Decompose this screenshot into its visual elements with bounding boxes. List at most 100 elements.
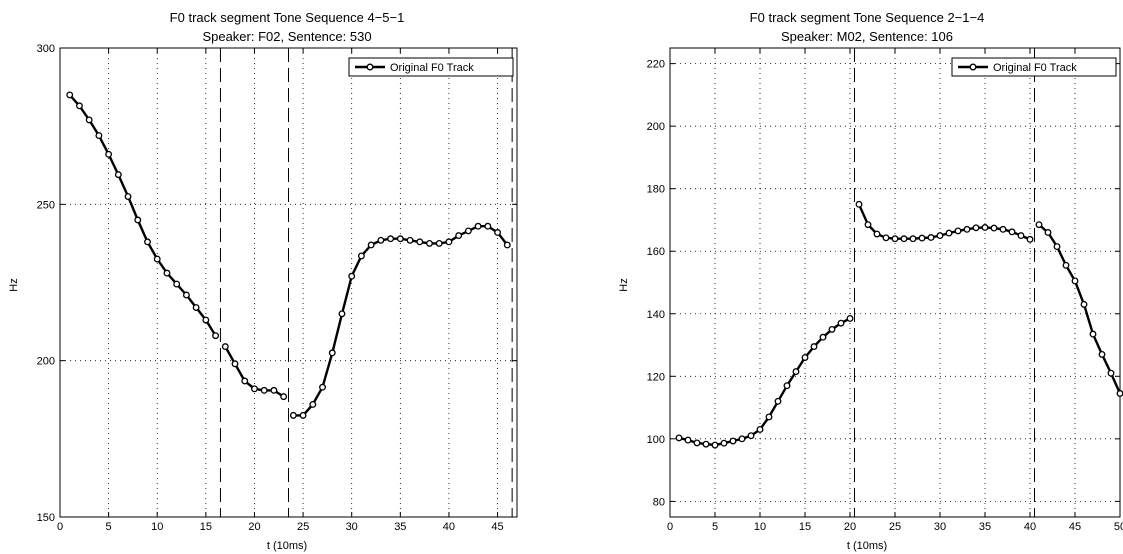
data-point bbox=[1008, 228, 1016, 236]
legend-box bbox=[951, 57, 1117, 77]
data-point bbox=[503, 241, 511, 249]
y-tick-label: 200 bbox=[37, 356, 55, 368]
data-point bbox=[426, 239, 433, 247]
data-point bbox=[1089, 330, 1097, 338]
series-line-segment bbox=[68, 94, 217, 337]
y-axis-label: Hz bbox=[618, 278, 630, 291]
data-point bbox=[1053, 243, 1061, 250]
data-point bbox=[972, 224, 980, 232]
legend-label: Original F0 Track bbox=[390, 62, 474, 74]
data-point bbox=[192, 304, 200, 311]
data-point bbox=[124, 193, 132, 200]
data-point bbox=[114, 171, 122, 179]
x-axis-label: t (10ms) bbox=[847, 540, 887, 552]
data-point bbox=[75, 102, 83, 110]
series-line-segment bbox=[857, 203, 1031, 241]
x-tick-label: 30 bbox=[934, 521, 946, 533]
data-point bbox=[494, 229, 502, 236]
x-tick-label: 45 bbox=[491, 521, 503, 533]
chart-left: F0 track segment Tone Sequence 4−5−1 Spe… bbox=[8, 10, 518, 552]
data-point bbox=[1044, 229, 1052, 236]
data-point bbox=[319, 383, 326, 391]
data-point bbox=[693, 439, 701, 447]
data-point bbox=[1035, 221, 1043, 229]
x-tick-label: 10 bbox=[151, 521, 163, 533]
data-point bbox=[435, 239, 443, 247]
chart-title: F0 track segment Tone Sequence 4−5−1 bbox=[170, 10, 405, 25]
x-tick-label: 25 bbox=[889, 521, 901, 533]
data-point bbox=[936, 232, 944, 240]
x-tick-label: 0 bbox=[667, 521, 673, 533]
data-point bbox=[918, 234, 926, 242]
data-point bbox=[173, 280, 181, 288]
data-point bbox=[251, 385, 258, 393]
data-point bbox=[270, 386, 278, 394]
data-point bbox=[729, 437, 737, 445]
data-point bbox=[455, 232, 463, 240]
data-point bbox=[1071, 277, 1079, 285]
data-point bbox=[765, 413, 773, 421]
x-tick-label: 40 bbox=[1024, 521, 1036, 533]
x-tick-label: 50 bbox=[1114, 521, 1123, 533]
y-tick-label: 160 bbox=[647, 246, 665, 258]
y-tick-label: 300 bbox=[37, 43, 55, 55]
data-point bbox=[1062, 261, 1070, 269]
data-point bbox=[357, 252, 365, 260]
data-point bbox=[464, 227, 472, 235]
data-point bbox=[873, 230, 881, 238]
x-tick-label: 0 bbox=[57, 521, 63, 533]
x-tick-label: 35 bbox=[394, 521, 406, 533]
data-point bbox=[387, 235, 395, 243]
x-tick-label: 40 bbox=[443, 521, 455, 533]
x-tick-label: 5 bbox=[712, 521, 718, 533]
data-point bbox=[819, 333, 827, 341]
y-tick-label: 80 bbox=[653, 496, 665, 508]
data-point bbox=[484, 222, 492, 230]
data-point bbox=[182, 291, 190, 299]
data-point bbox=[909, 235, 917, 243]
chart-right: F0 track segment Tone Sequence 2−1−4 Spe… bbox=[618, 10, 1123, 552]
legend-box bbox=[348, 57, 514, 77]
data-point bbox=[202, 316, 210, 324]
data-point bbox=[1017, 232, 1025, 240]
data-point bbox=[134, 216, 142, 224]
data-point bbox=[212, 332, 220, 340]
data-point bbox=[954, 227, 962, 235]
data-point bbox=[738, 435, 746, 443]
data-point bbox=[1107, 369, 1115, 377]
data-point bbox=[927, 234, 935, 241]
x-tick-label: 15 bbox=[799, 521, 811, 533]
data-point bbox=[231, 360, 239, 368]
legend-label: Original F0 Track bbox=[993, 62, 1077, 74]
chart-subtitle: Speaker: F02, Sentence: 530 bbox=[202, 29, 371, 44]
data-point bbox=[260, 386, 268, 394]
data-point bbox=[711, 441, 719, 449]
data-point bbox=[864, 221, 872, 229]
x-tick-label: 20 bbox=[844, 521, 856, 533]
y-tick-label: 140 bbox=[647, 309, 665, 321]
y-axis-label: Hz bbox=[8, 278, 20, 291]
x-tick-label: 45 bbox=[1069, 521, 1081, 533]
data-point bbox=[299, 411, 307, 419]
data-point bbox=[1116, 390, 1123, 397]
data-point bbox=[702, 440, 710, 448]
chart-subtitle: Speaker: M02, Sentence: 106 bbox=[781, 29, 953, 44]
data-point bbox=[1098, 350, 1106, 358]
data-point bbox=[406, 236, 414, 244]
data-point bbox=[153, 255, 161, 263]
data-point bbox=[367, 241, 375, 249]
data-point bbox=[396, 235, 404, 243]
data-point bbox=[144, 238, 151, 246]
data-point bbox=[377, 236, 385, 244]
data-point bbox=[280, 393, 288, 401]
data-point bbox=[348, 272, 356, 280]
data-point bbox=[163, 269, 171, 277]
data-point bbox=[1080, 300, 1088, 308]
x-tick-label: 15 bbox=[200, 521, 212, 533]
data-point bbox=[221, 343, 229, 351]
data-point bbox=[774, 397, 782, 405]
data-point bbox=[810, 343, 818, 351]
x-axis-label: t (10ms) bbox=[267, 540, 307, 552]
data-point bbox=[675, 434, 683, 442]
y-tick-label: 250 bbox=[37, 199, 55, 211]
